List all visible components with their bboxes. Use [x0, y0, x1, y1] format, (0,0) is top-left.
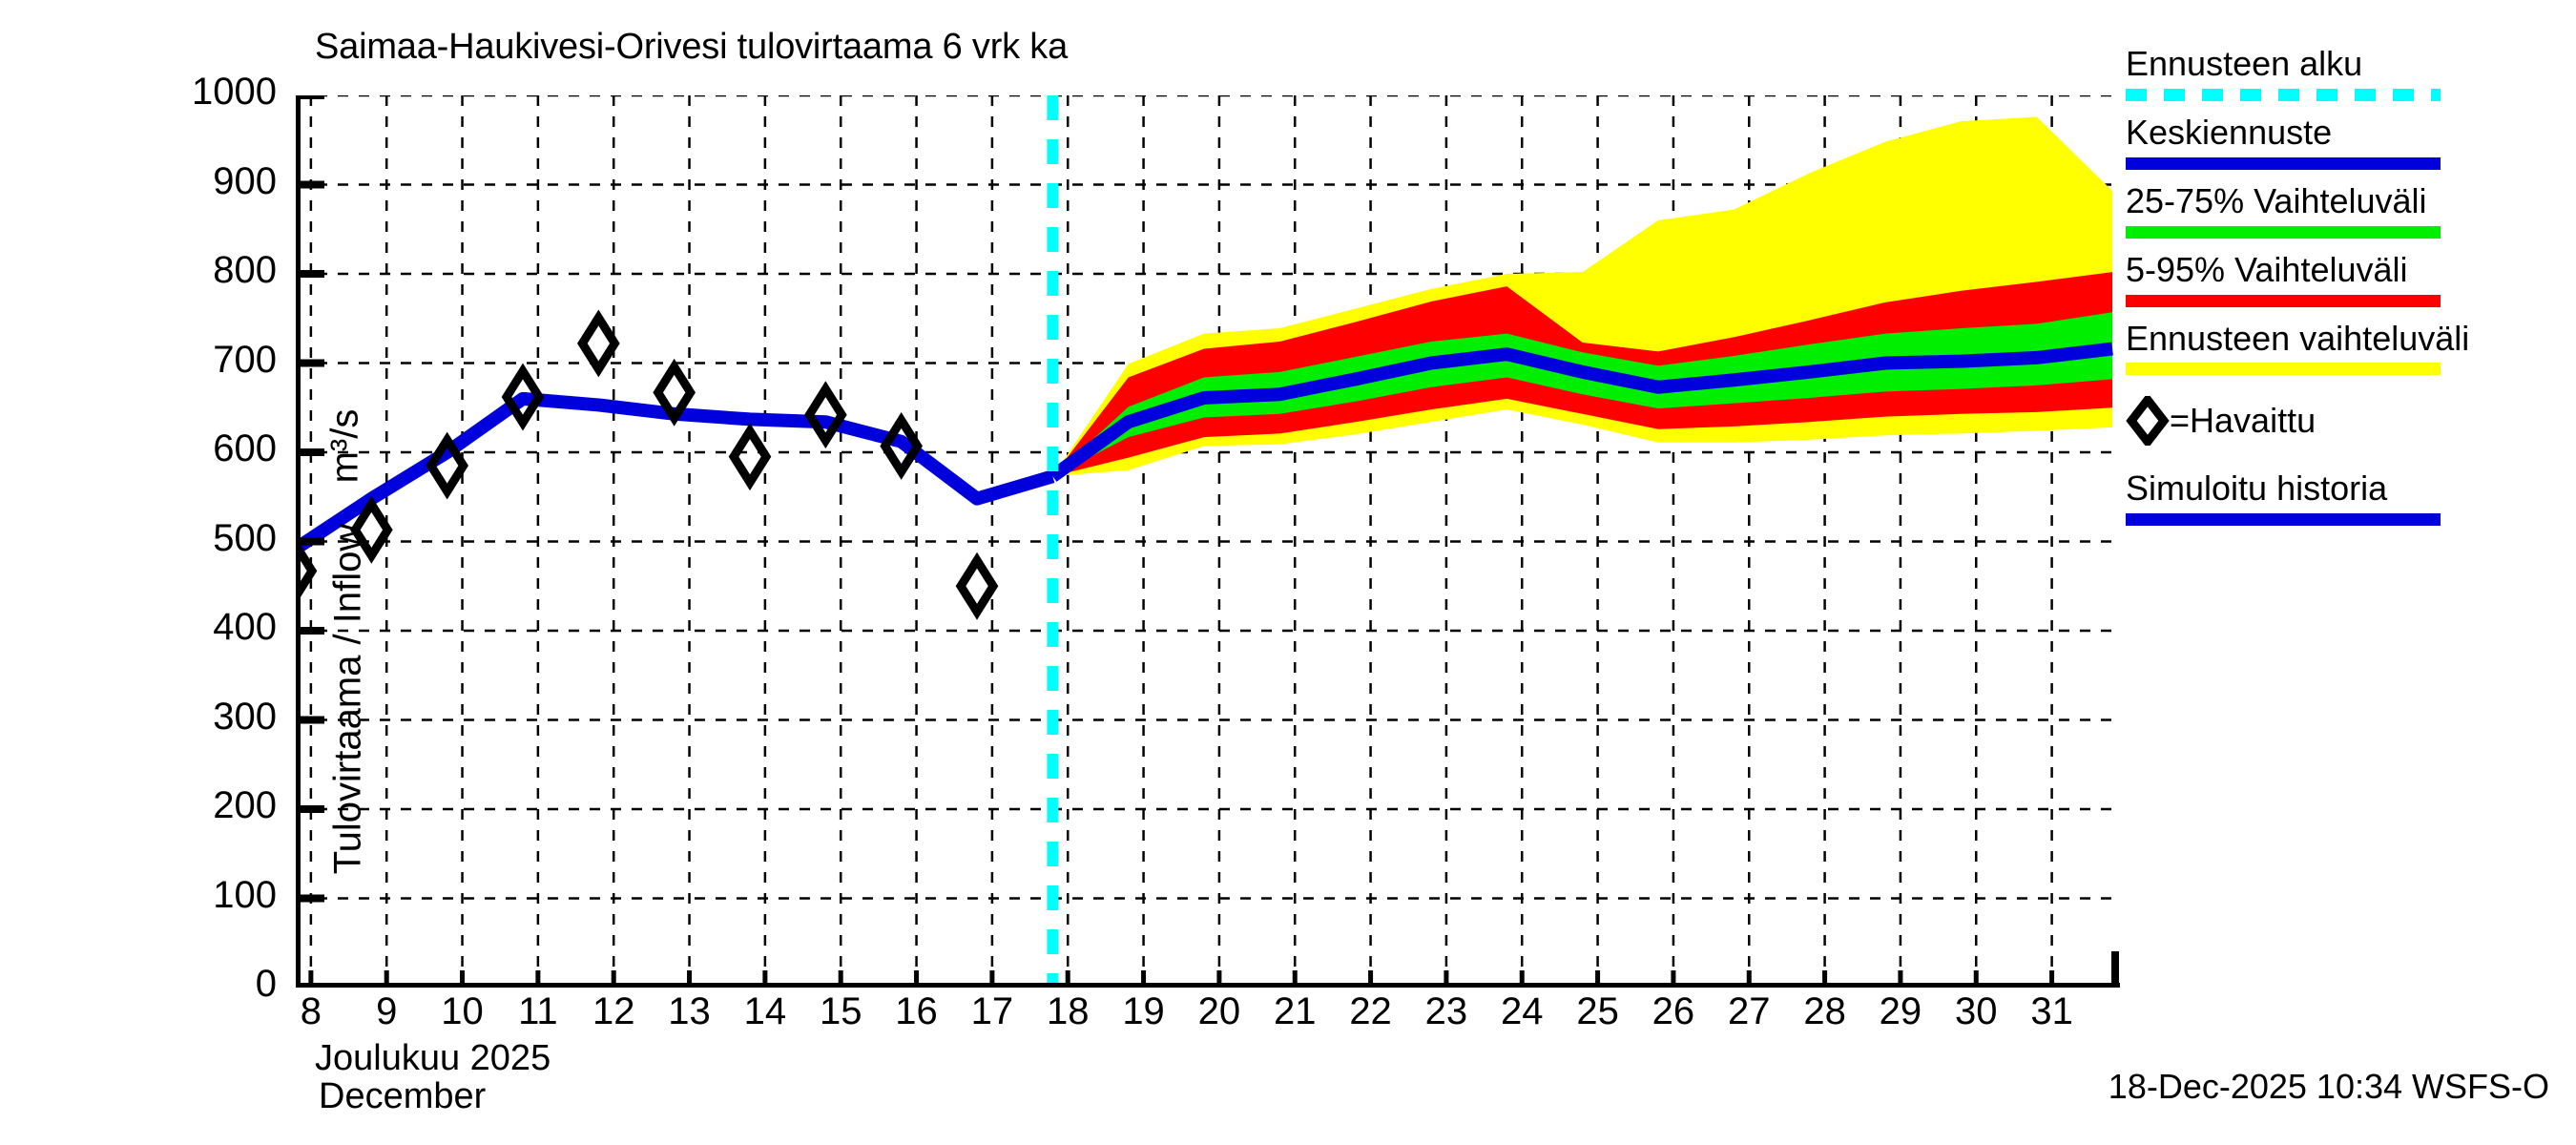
x-tick-label: 31: [2030, 990, 2073, 1032]
legend-color-swatch: [2126, 294, 2441, 307]
footer-timestamp: 18-Dec-2025 10:34 WSFS-O: [2108, 1067, 2549, 1106]
chart-canvas: [296, 95, 2120, 988]
x-tick-label: 14: [743, 990, 787, 1032]
y-tick-label: 200: [213, 784, 277, 826]
x-tick-label: 22: [1349, 990, 1392, 1032]
observed-marker: [501, 363, 545, 431]
legend-color-swatch: [2126, 88, 2441, 101]
legend-item: Ennusteen vaihteluväli: [2126, 318, 2574, 376]
observed-marker: [804, 381, 847, 449]
x-tick-label: 12: [592, 990, 635, 1032]
x-tick-label: 26: [1652, 990, 1695, 1032]
y-tick-label: 800: [213, 249, 277, 291]
observed-marker: [728, 423, 772, 491]
x-tick-label: 17: [970, 990, 1014, 1032]
x-tick-label: 15: [819, 990, 862, 1032]
observed-marker: [955, 552, 999, 620]
y-tick-label: 900: [213, 159, 277, 202]
x-tick-label: 24: [1500, 990, 1544, 1032]
legend-label: Ennusteen alku: [2126, 44, 2363, 83]
y-axis-tick-labels: 0 100 200 300 400 500 600 700 800 900 1000: [105, 0, 277, 1145]
x-tick-label: 25: [1576, 990, 1619, 1032]
legend-label: Simuloitu historia: [2126, 468, 2388, 509]
observed-marker: [577, 309, 620, 378]
legend-item: Keskiennuste: [2126, 114, 2574, 170]
median-forecast-line: [1049, 342, 2113, 482]
y-tick-label: 700: [213, 338, 277, 381]
plot-area: Tulovirtaama / Inflow m³/s: [296, 95, 2120, 988]
legend: Ennusteen alku Keskiennuste 25-75% Vaihtel…: [2126, 44, 2574, 539]
x-tick-label: 19: [1122, 990, 1165, 1032]
x-tick-label: 13: [668, 990, 711, 1032]
observed-marker: [296, 536, 318, 605]
x-tick-label: 18: [1046, 990, 1090, 1032]
legend-color-swatch: [2126, 225, 2441, 239]
legend-item: Ennusteen alku: [2126, 44, 2574, 101]
x-tick-label: 27: [1728, 990, 1771, 1032]
legend-color-swatch: [2126, 156, 2441, 170]
observed-marker: [653, 358, 696, 427]
observed-marker: [880, 412, 924, 480]
x-tick-label: 8: [300, 990, 322, 1032]
x-tick-label: 29: [1879, 990, 1922, 1032]
x-tick-label: 10: [441, 990, 484, 1032]
y-tick-label: 100: [213, 873, 277, 916]
x-tick-label: 16: [895, 990, 938, 1032]
legend-label: 25-75% Vaihteluväli: [2126, 180, 2427, 220]
observed-marker: [350, 495, 393, 564]
plot-frame: [296, 95, 2120, 988]
x-tick-label: 30: [1955, 990, 1998, 1032]
y-axis-unit-label: m³/s: [323, 408, 366, 484]
legend-label: =Havaittu: [2170, 400, 2316, 440]
y-tick-label: 600: [213, 427, 277, 469]
legend-label: Keskiennuste: [2126, 112, 2333, 152]
x-tick-label: 21: [1273, 990, 1317, 1032]
x-tick-label: 20: [1197, 990, 1241, 1032]
observed-diamond-icon: [2126, 396, 2170, 447]
y-tick-label: 0: [255, 963, 277, 1005]
legend-color-swatch: [2126, 513, 2441, 527]
legend-label: 5-95% Vaihteluväli: [2126, 249, 2408, 289]
x-tick-label: 28: [1803, 990, 1846, 1032]
y-tick-label: 1000: [192, 71, 277, 113]
month-label-fi: Joulukuu 2025: [315, 1038, 551, 1078]
band-25-75: [1052, 312, 2113, 477]
legend-item: 5-95% Vaihteluväli: [2126, 249, 2574, 307]
x-tick-label: 11: [518, 990, 558, 1032]
x-tick-label: 23: [1424, 990, 1468, 1032]
legend-label: Ennusteen vaihteluväli: [2126, 318, 2470, 358]
x-axis-month-label: Joulukuu 2025 December: [315, 1038, 551, 1116]
y-tick-label: 400: [213, 606, 277, 648]
y-tick-label: 500: [213, 516, 277, 559]
legend-item: =Havaittu: [2126, 396, 2574, 447]
legend-item: Simuloitu historia: [2126, 468, 2574, 527]
month-label-en: December: [319, 1075, 487, 1116]
legend-item: 25-75% Vaihteluväli: [2126, 180, 2574, 239]
legend-color-swatch: [2126, 363, 2441, 376]
x-tick-label: 9: [376, 990, 398, 1032]
observed-marker: [426, 431, 468, 500]
y-tick-label: 300: [213, 695, 277, 738]
chart-title: Saimaa-Haukivesi-Orivesi tulovirtaama 6 …: [315, 27, 1069, 67]
